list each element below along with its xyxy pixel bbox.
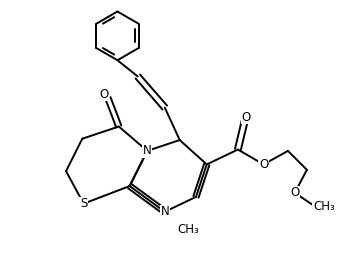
Text: S: S — [80, 197, 87, 210]
Text: O: O — [241, 110, 251, 123]
Text: N: N — [160, 205, 169, 218]
Text: O: O — [290, 186, 299, 199]
Text: O: O — [259, 158, 268, 171]
Text: CH₃: CH₃ — [314, 200, 335, 213]
Text: O: O — [99, 88, 109, 101]
Text: N: N — [143, 144, 152, 157]
Text: CH₃: CH₃ — [177, 223, 199, 236]
